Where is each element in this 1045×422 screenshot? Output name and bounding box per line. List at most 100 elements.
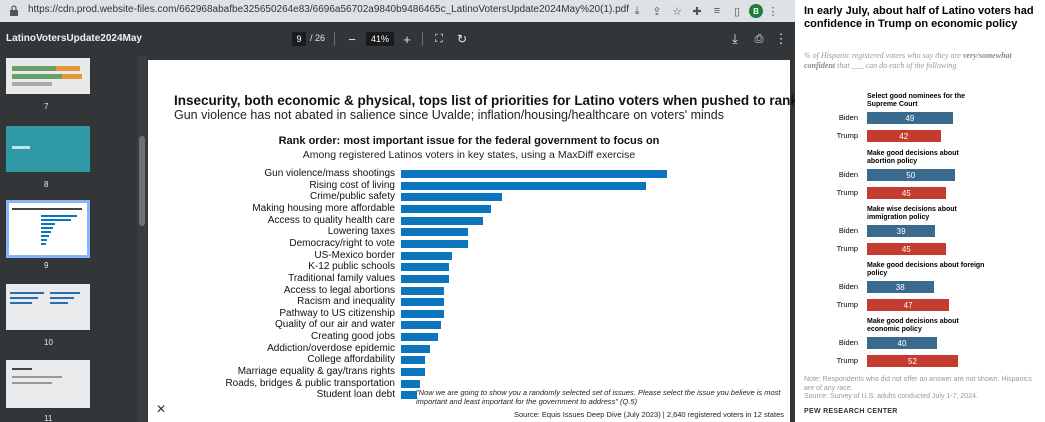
bar: [401, 181, 646, 190]
toolbar-divider: [422, 32, 423, 46]
download-icon[interactable]: ⤓: [732, 31, 738, 46]
thumbnail-sidebar[interactable]: 7 8 9: [0, 56, 137, 422]
pew-note: Note: Respondents who did not offer an a…: [804, 376, 1032, 400]
biden-label: Biden: [838, 226, 858, 235]
bar-label: Access to legal abortions: [283, 284, 395, 296]
bar: [401, 368, 425, 377]
thumbnail-page-8[interactable]: [6, 126, 90, 172]
biden-bar: 39: [867, 225, 936, 237]
biden-bar: 40: [867, 337, 937, 349]
bar-label: Marriage equality & gay/trans rights: [237, 366, 395, 378]
biden-bar: 50: [867, 169, 955, 181]
thumbnail-page-9-selected[interactable]: [6, 200, 90, 258]
biden-bar: 49: [867, 112, 953, 124]
bar: [401, 274, 449, 283]
thumbnail-number: 10: [44, 338, 53, 347]
toolbar-divider: [334, 32, 335, 46]
trump-label: Trump: [836, 188, 858, 197]
pew-chart-panel: In early July, about half of Latino vote…: [797, 0, 1045, 422]
bar: [401, 193, 503, 202]
page-headline: Insecurity, both economic & physical, to…: [174, 93, 798, 108]
zoom-out-button[interactable]: −: [348, 31, 356, 47]
trump-bar: 47: [867, 299, 950, 311]
bar-label: College affordability: [307, 354, 395, 366]
bar: [401, 263, 449, 272]
page-total: / 26: [310, 33, 326, 43]
share-icon[interactable]: ⇪: [652, 5, 662, 18]
more-options-icon[interactable]: ⋮: [774, 31, 788, 46]
bar: [401, 170, 667, 178]
question-label: Make good decisions about abortion polic…: [867, 150, 959, 165]
fit-page-icon[interactable]: ⛶: [435, 32, 443, 45]
bar: [401, 216, 484, 225]
bar-label: Crime/public safety: [309, 191, 395, 203]
trump-bar: 45: [867, 187, 946, 199]
biden-label: Biden: [838, 282, 858, 291]
sidebar-icon[interactable]: ▯: [733, 5, 741, 18]
bar: [401, 239, 468, 248]
trump-label: Trump: [836, 244, 858, 253]
bar-label: Quality of our air and water: [274, 319, 395, 331]
biden-bar: 38: [867, 281, 934, 293]
download-page-icon[interactable]: ⤓: [634, 4, 640, 17]
biden-label: Biden: [838, 338, 858, 347]
bookmark-star-icon[interactable]: ☆: [672, 5, 682, 18]
bar: [401, 309, 444, 318]
bar-label: Rising cost of living: [309, 179, 395, 191]
address-bar[interactable]: https://cdn.prod.website-files.com/66296…: [0, 0, 795, 22]
thumbnail-number: 9: [44, 261, 49, 270]
bar: [401, 321, 441, 330]
print-icon[interactable]: ⎙: [754, 32, 764, 45]
zoom-input[interactable]: 41%: [366, 32, 394, 46]
biden-label: Biden: [838, 113, 858, 122]
bar-label: Access to quality health care: [267, 214, 395, 226]
bar-label: K-12 public schools: [308, 261, 395, 273]
question-label: Make wise decisions about immigration po…: [867, 206, 957, 221]
question-label: Make good decisions about foreign policy: [867, 262, 985, 277]
bar-label: US-Mexico border: [314, 249, 395, 261]
pew-subtitle: % of Hispanic registered voters who say …: [804, 51, 1012, 70]
chart-title: Rank order: most important issue for the…: [278, 135, 660, 147]
chart-subtitle: Among registered Latinos voters in key s…: [302, 149, 636, 161]
question-label: Select good nominees for the Supreme Cou…: [867, 93, 966, 108]
scrollbar-thumb[interactable]: [139, 136, 145, 226]
thumbnail-scrollbar[interactable]: [137, 56, 147, 422]
url-text[interactable]: https://cdn.prod.website-files.com/66296…: [28, 4, 630, 15]
bar-label: Gun violence/mass shootings: [264, 168, 395, 179]
bar-label: Democracy/right to vote: [289, 237, 395, 249]
thumbnail-number: 7: [44, 102, 49, 111]
bar-label: Creating good jobs: [311, 331, 395, 343]
trump-label: Trump: [836, 131, 858, 140]
rotate-icon[interactable]: ↻: [456, 32, 468, 46]
menu-kebab-icon[interactable]: ⋮: [767, 5, 779, 18]
pdf-toolbar: LatinoVotersUpdate2024May 9 / 26 − 41% +…: [0, 22, 795, 56]
pdf-title: LatinoVotersUpdate2024May: [6, 33, 142, 44]
thumbnail-page-11[interactable]: [6, 360, 90, 408]
trump-label: Trump: [836, 300, 858, 309]
page-source: Source: Equis Issues Deep Dive (July 202…: [513, 410, 784, 419]
profile-avatar[interactable]: B: [749, 4, 763, 18]
thumbnail-page-10[interactable]: [6, 284, 90, 330]
extensions-icon[interactable]: ✚: [692, 5, 702, 18]
bar: [401, 298, 444, 307]
trump-bar: 42: [867, 130, 941, 142]
bar-label: Racism and inequality: [297, 296, 395, 308]
thumbnail-page-7[interactable]: [6, 58, 90, 94]
bar-label: Student loan debt: [316, 389, 395, 401]
trump-bar: 45: [867, 243, 946, 255]
thumbnail-number: 11: [44, 414, 53, 422]
bar-label: Roads, bridges & public transportation: [225, 377, 395, 389]
pdf-page: Insecurity, both economic & physical, to…: [148, 60, 798, 422]
pew-title: In early July, about half of Latino vote…: [804, 5, 1034, 30]
page-footnote: "Now we are going to show you a randomly…: [416, 388, 781, 406]
bar-label: Addiction/overdose epidemic: [267, 342, 395, 354]
bar-label: Traditional family values: [288, 272, 395, 284]
lock-icon: [10, 5, 18, 16]
equis-logo-icon: ✕: [156, 402, 167, 416]
bar: [401, 391, 417, 400]
bar-label: Pathway to US citizenship: [279, 307, 395, 319]
zoom-in-button[interactable]: +: [403, 31, 411, 47]
reading-list-icon[interactable]: ≡: [713, 5, 721, 17]
page-number-input[interactable]: 9: [292, 32, 306, 46]
bar: [401, 333, 439, 342]
